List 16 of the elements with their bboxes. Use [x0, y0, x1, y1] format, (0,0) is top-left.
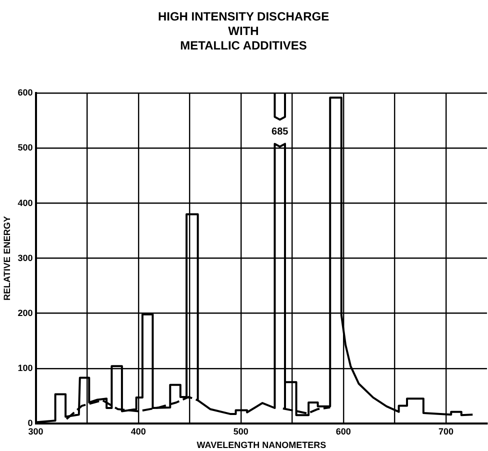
y-tick-label: 0: [28, 418, 33, 428]
chart-title: HIGH INTENSITY DISCHARGE WITH METALLIC ADDITIVES: [158, 10, 330, 52]
x-tick-label: 300: [28, 426, 44, 436]
x-tick-label: 700: [438, 426, 454, 436]
x-tick-label: 600: [336, 426, 351, 436]
annotation: 685: [272, 126, 289, 138]
x-tick-label: 400: [130, 426, 146, 436]
x-tick-label: 500: [233, 426, 248, 436]
y-tick-label: 100: [18, 362, 33, 373]
y-tick-label: 600: [18, 88, 33, 98]
y-tick-label: 300: [18, 252, 33, 263]
y-tick-label: 500: [18, 142, 33, 153]
y-tick-label: 200: [18, 308, 33, 318]
y-axis-title: RELATIVE ENERGY: [2, 216, 12, 300]
y-tick-label: 400: [18, 198, 33, 208]
x-axis-title: WAVELENGTH NANOMETERS: [196, 440, 326, 450]
